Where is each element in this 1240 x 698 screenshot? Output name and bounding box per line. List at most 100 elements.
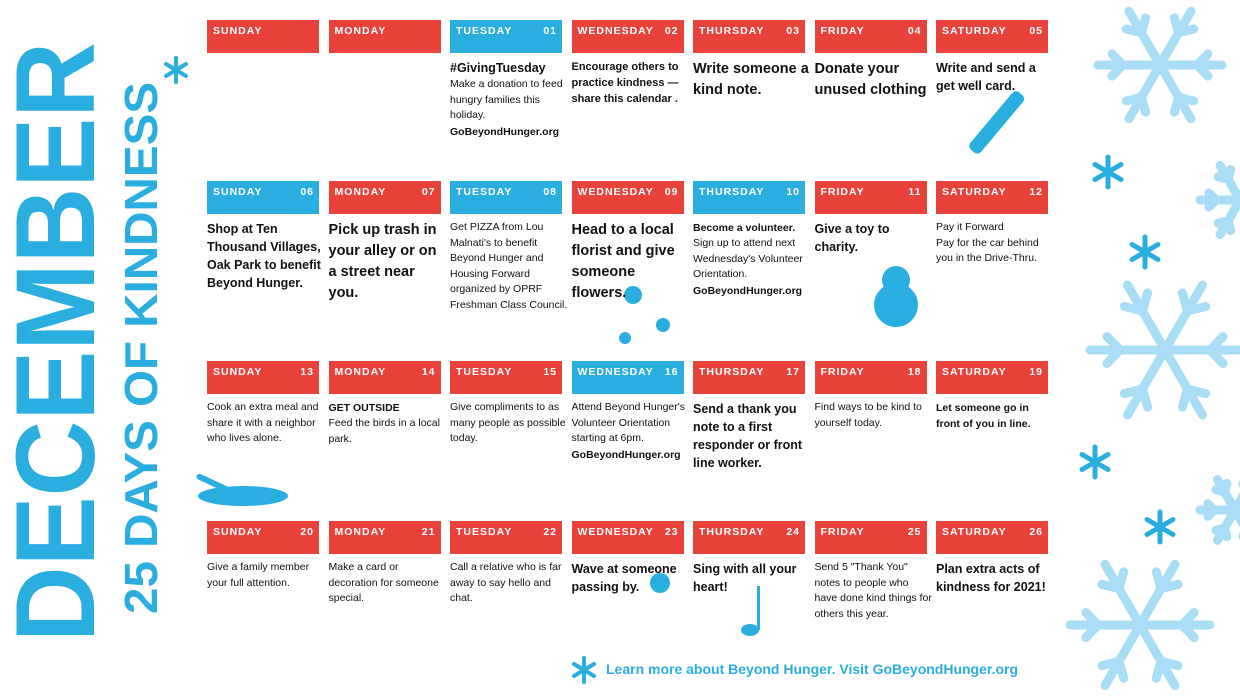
snowflake-arm: [1121, 6, 1165, 70]
small-asterisk: [1092, 162, 1124, 182]
snowflake-arm: [1121, 60, 1165, 124]
activity-text: Make a donation to feed hungry families …: [450, 78, 563, 121]
day-cell: SATURDAY 26 Plan extra acts of kindness fo…: [936, 521, 1048, 594]
day-date: 05: [1029, 25, 1043, 37]
day-cell: SATURDAY 19 Let someone go in front of you…: [936, 361, 1048, 430]
day-text: GET OUTSIDE Feed the birds in a local par…: [329, 400, 447, 447]
snowflake-arm: [1230, 505, 1240, 540]
day-text: Give a toy to charity.: [815, 220, 933, 256]
day-cell: TUESDAY 22 Call a relative who is far away…: [450, 521, 562, 604]
activity-text: Make a card or decoration for someone sp…: [328, 561, 439, 604]
day-cell: THURSDAY 10 Become a volunteer. Sign up to …: [693, 181, 805, 297]
day-text: Head to a local florist and give someone…: [572, 220, 690, 304]
day-header: TUESDAY 15: [450, 361, 562, 394]
day-text: Cook an extra meal and share it with a n…: [207, 400, 325, 447]
day-cell: TUESDAY 15 Give compliments to as many peo…: [450, 361, 566, 444]
day-date: 09: [664, 186, 679, 198]
snowflake-arm: [1155, 60, 1199, 124]
day-header: SUNDAY 13: [207, 361, 319, 394]
day-name: TUESDAY: [456, 186, 513, 198]
day-name: SATURDAY: [942, 526, 1007, 538]
day-text: Find ways to be kind to yourself today.: [815, 400, 933, 431]
day-date: 19: [1029, 366, 1043, 378]
activity-text: Sing with all your heart!: [693, 562, 797, 594]
day-header: WEDNESDAY 09: [571, 181, 684, 214]
snowflake-arm: [1195, 188, 1240, 212]
day-header: THURSDAY 24: [693, 521, 805, 554]
activity-text: Donate your unused clothing: [814, 61, 927, 98]
day-text: Pick up trash in your alley or on a stre…: [329, 220, 447, 304]
activity-text: Pay it Forward: [936, 221, 1004, 233]
snowflake-arm: [1135, 559, 1183, 630]
day-date: 18: [907, 366, 922, 378]
day-header: TUESDAY 22: [450, 521, 562, 554]
day-header: WEDNESDAY 23: [571, 521, 684, 554]
day-header: FRIDAY 25: [814, 521, 927, 554]
activity-text: Head to a local florist and give someone…: [571, 222, 675, 301]
day-text: Let someone go in front of you in line.: [936, 400, 1054, 432]
day-cell: TUESDAY 08 Get PIZZA from Lou Malnati's to…: [450, 181, 567, 311]
activity-text: Shop at Ten Thousand Villages, Oak Park …: [207, 222, 321, 290]
day-cell: SUNDAY: [207, 20, 319, 53]
day-cell: WEDNESDAY 02 Encourage others to practice …: [571, 20, 684, 105]
day-cell: MONDAY 14 GET OUTSIDE Feed the birds in a l…: [328, 361, 441, 445]
activity-text: Wave at someone passing by.: [571, 562, 677, 594]
day-date: 12: [1029, 186, 1043, 198]
day-date: 03: [786, 25, 800, 37]
day-name: SATURDAY: [942, 366, 1007, 378]
day-date: 14: [421, 366, 436, 378]
activity-text: Become a volunteer.: [693, 222, 796, 234]
day-name: SUNDAY: [213, 526, 263, 538]
day-text: Give a family member your full attention…: [207, 560, 325, 591]
day-header: MONDAY 07: [328, 181, 441, 214]
day-name: SUNDAY: [213, 366, 263, 378]
snowflake-arm: [1211, 475, 1240, 515]
snowflake-arm: [1213, 160, 1240, 205]
day-name: SATURDAY: [942, 186, 1007, 198]
activity-text: Give a family member your full attention…: [207, 561, 310, 589]
day-cell: FRIDAY 11 Give a toy to charity.: [814, 181, 927, 254]
footer-link[interactable]: Learn more about Beyond Hunger. Visit Go…: [606, 661, 1019, 677]
day-header: WEDNESDAY 16: [571, 361, 684, 394]
day-header: SUNDAY 20: [207, 521, 319, 554]
asterisk: [164, 56, 596, 684]
day-cell: THURSDAY 03 Write someone a kind note.: [693, 20, 809, 98]
day-text: Encourage others to practice kindness —s…: [572, 59, 690, 107]
activity-text: Find ways to be kind to yourself today.: [814, 401, 922, 429]
snowflake-arm: [1160, 332, 1240, 368]
day-date: 01: [543, 25, 557, 37]
title: DECEMBER: [0, 42, 118, 642]
day-header: SATURDAY 12: [936, 181, 1048, 214]
day-header: THURSDAY 10: [693, 181, 805, 214]
activity-text: Feed the birds in a local park.: [328, 417, 440, 445]
day-cell: SATURDAY 12 Pay it Forward Pay for the car …: [936, 181, 1048, 264]
day-text: Pay it Forward Pay for the car behind you…: [936, 220, 1054, 267]
day-text: Write someone a kind note.: [693, 59, 811, 101]
day-text: #GivingTuesday Make a donation to feed hu…: [450, 59, 568, 140]
day-cell: FRIDAY 18 Find ways to be kind to yourself…: [814, 361, 927, 429]
day-date: 16: [664, 366, 679, 378]
day-text: Become a volunteer. Sign up to attend nex…: [693, 220, 811, 299]
activity-text: GET OUTSIDE: [328, 402, 400, 414]
day-name: WEDNESDAY: [577, 366, 654, 378]
day-header: TUESDAY 08: [450, 181, 562, 214]
day-text: Get PIZZA from Lou Malnati's to benefit …: [450, 220, 568, 313]
snowflake-arm: [1230, 480, 1240, 515]
activity-text: Encourage others to practice kindness —s…: [571, 61, 679, 105]
day-name: TUESDAY: [456, 366, 513, 378]
day-date: 07: [421, 186, 436, 198]
day-text: Plan extra acts of kindness for 2021!: [936, 560, 1054, 596]
day-name: FRIDAY: [820, 366, 865, 378]
activity-text: Plan extra acts of kindness for 2021!: [936, 562, 1046, 594]
activity-text: Sign up to attend next Wednesday's Volun…: [693, 237, 803, 280]
day-cell: SATURDAY 05 Write and send a get well card…: [936, 20, 1048, 93]
day-cell: WEDNESDAY 16 Attend Beyond Hunger's Volunt…: [571, 361, 685, 461]
activity-text: GoBeyondHunger.org: [693, 284, 803, 297]
day-date: 02: [664, 25, 679, 37]
activity-text: Cook an extra meal and share it with a n…: [207, 401, 319, 444]
activity-text: Pay for the car behind you in the Drive-…: [936, 236, 1039, 265]
activity-text: Give a toy to charity.: [814, 222, 890, 254]
day-date: 15: [543, 366, 557, 378]
